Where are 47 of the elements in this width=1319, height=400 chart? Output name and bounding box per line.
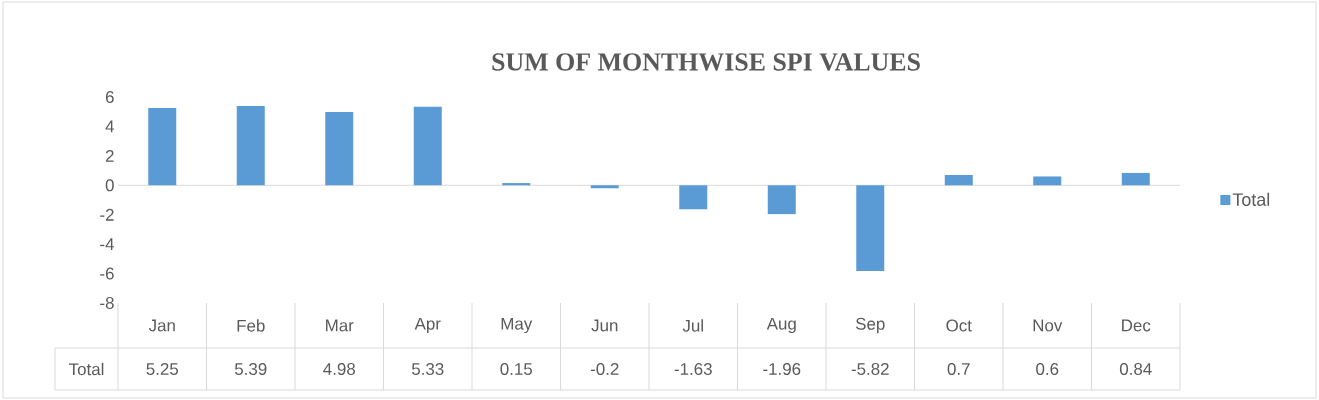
y-tick-label: 4 [105, 120, 114, 133]
x-tick-label: Feb [237, 319, 265, 332]
bar [413, 106, 442, 186]
data-label: 0.84 [1119, 363, 1152, 375]
data-label: 0.6 [1036, 363, 1059, 375]
data-label: 5.39 [234, 363, 267, 375]
x-tick-label: Nov [1033, 319, 1063, 332]
x-tick-label: Jun [591, 319, 618, 332]
bar [1121, 172, 1150, 186]
bar [767, 185, 796, 215]
data-label: -1.96 [763, 363, 801, 375]
data-label: -1.63 [674, 363, 712, 375]
data-label: 5.25 [146, 363, 179, 375]
text: Total [69, 362, 104, 376]
y-tick-label: -6 [100, 267, 114, 280]
bar [148, 108, 177, 186]
bar [679, 185, 708, 210]
data-label: 0.7 [947, 363, 970, 375]
bar [1033, 176, 1062, 186]
bar [236, 105, 265, 186]
data-label: 4.98 [323, 363, 356, 375]
y-tick-label: 0 [105, 179, 114, 192]
y-tick-label: -8 [100, 297, 114, 309]
x-tick-label: Aug [766, 317, 796, 334]
y-tick-label: 6 [105, 91, 114, 104]
y-tick-label: 2 [105, 149, 114, 162]
legend-label: Total [1232, 192, 1270, 206]
bar [944, 174, 973, 186]
x-tick-label: Oct [946, 319, 972, 332]
x-tick-label: Apr [414, 317, 441, 334]
bar [856, 185, 885, 271]
x-tick-label: May [501, 317, 533, 334]
y-tick-label: -4 [100, 238, 114, 250]
bar [502, 183, 531, 186]
x-tick-label: Jul [682, 319, 703, 332]
x-tick-label: Mar [326, 319, 354, 332]
x-tick-label: Dec [1122, 319, 1151, 332]
x-tick-label: Jan [148, 319, 175, 332]
chart-title: SUM OF MONTHWISE SPI VALUES [492, 53, 920, 71]
x-tick-label: Sep [855, 317, 885, 334]
data-label: 0.15 [500, 363, 533, 375]
data-label: -0.2 [590, 363, 619, 375]
bar [325, 112, 354, 186]
data-label: 5.33 [411, 363, 444, 375]
data-label: -5.82 [851, 363, 889, 375]
bar [590, 185, 619, 189]
y-tick-label: -2 [100, 208, 114, 221]
